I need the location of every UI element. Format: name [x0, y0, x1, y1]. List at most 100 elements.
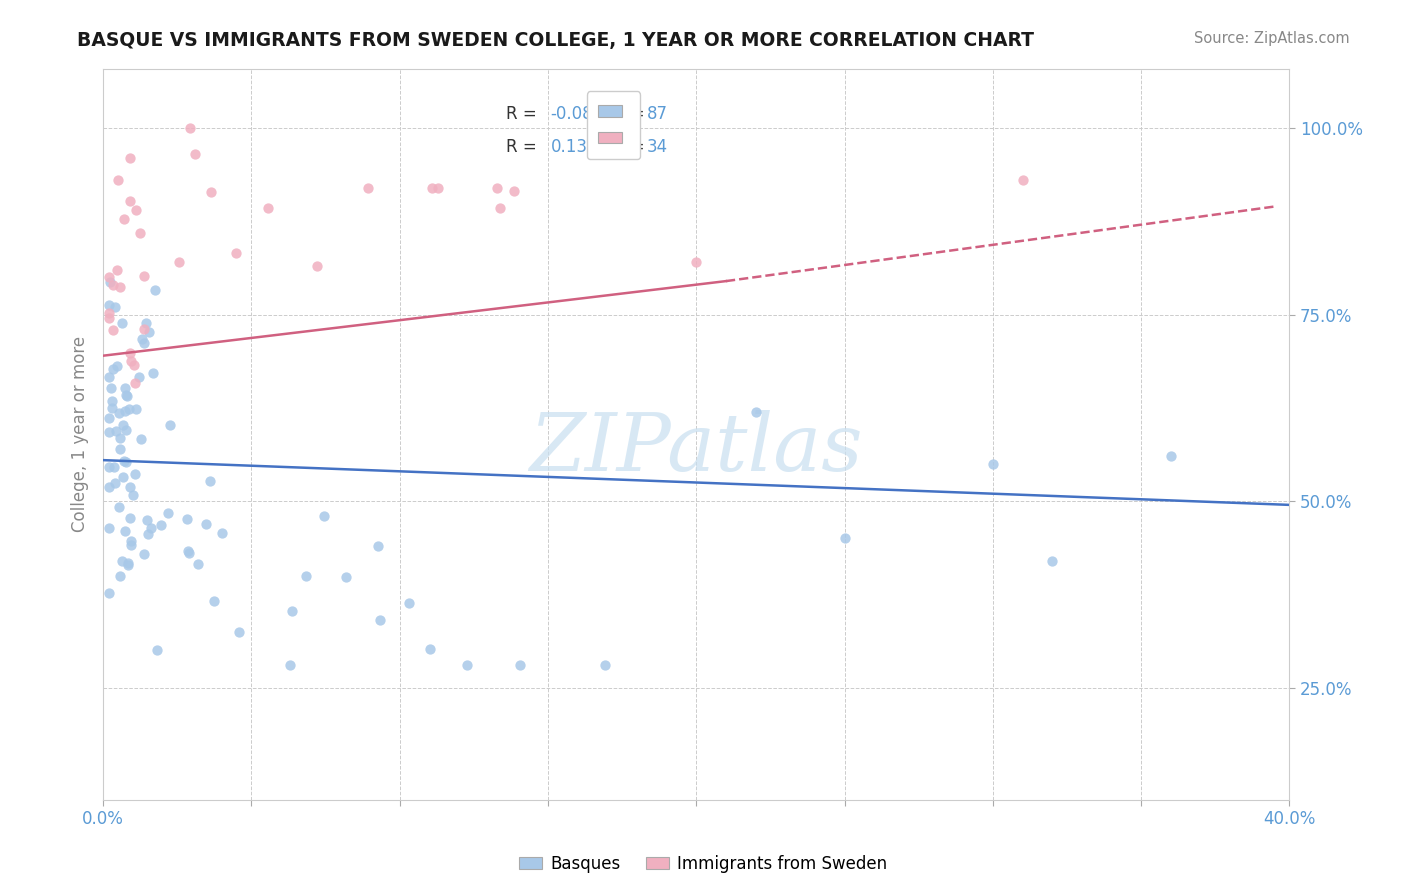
Point — [124, 376, 146, 390]
Text: -0.088: -0.088 — [550, 105, 603, 123]
Point — [335, 570, 357, 584]
Point — [367, 540, 389, 554]
Text: R =: R = — [506, 105, 543, 123]
Point — [195, 516, 218, 531]
Point — [177, 544, 200, 558]
Text: ZIPatlas: ZIPatlas — [530, 410, 863, 487]
Point — [122, 488, 145, 502]
Point — [98, 460, 121, 475]
Point — [125, 202, 148, 217]
Point — [107, 405, 129, 419]
Point — [103, 460, 125, 475]
Point — [100, 401, 122, 415]
Point — [111, 316, 134, 330]
Point — [419, 641, 441, 656]
Point — [98, 370, 121, 384]
Point — [129, 227, 152, 241]
Point — [108, 280, 131, 294]
Point — [1011, 173, 1033, 187]
Point — [98, 270, 121, 285]
Point — [179, 121, 201, 136]
Point — [1160, 450, 1182, 464]
Point — [129, 433, 152, 447]
Legend: Basques, Immigrants from Sweden: Basques, Immigrants from Sweden — [512, 848, 894, 880]
Point — [132, 268, 155, 283]
Point — [228, 624, 250, 639]
Point — [120, 354, 142, 368]
Point — [101, 278, 124, 293]
Point — [456, 658, 478, 673]
Point — [118, 402, 141, 417]
Point — [141, 366, 163, 380]
Point — [125, 402, 148, 417]
Legend: , : , — [586, 92, 640, 159]
Point — [98, 586, 121, 600]
Point — [114, 381, 136, 395]
Point — [98, 521, 121, 535]
Point — [98, 311, 121, 326]
Point — [426, 181, 449, 195]
Point — [509, 658, 531, 673]
Point — [120, 538, 142, 552]
Text: 87: 87 — [647, 105, 668, 123]
Point — [107, 262, 129, 277]
Point — [156, 506, 179, 520]
Point — [368, 613, 391, 627]
Point — [131, 332, 153, 346]
Point — [111, 417, 134, 432]
Point — [685, 255, 707, 269]
Point — [108, 431, 131, 445]
Point — [503, 184, 526, 198]
Point — [98, 410, 121, 425]
Point — [134, 321, 156, 335]
Point — [118, 511, 141, 525]
Point — [98, 425, 121, 439]
Point — [114, 524, 136, 538]
Point — [105, 425, 128, 439]
Point — [115, 455, 138, 469]
Point — [117, 558, 139, 572]
Point — [225, 245, 247, 260]
Point — [489, 201, 512, 215]
Point — [744, 404, 766, 418]
Point — [138, 527, 160, 541]
Point — [104, 476, 127, 491]
Point — [593, 658, 616, 673]
Point — [146, 643, 169, 657]
Text: Source: ZipAtlas.com: Source: ZipAtlas.com — [1194, 31, 1350, 46]
Point — [114, 388, 136, 402]
Text: N =: N = — [613, 138, 650, 156]
Point — [132, 547, 155, 561]
Point — [111, 554, 134, 568]
Point — [108, 500, 131, 515]
Point — [138, 325, 160, 339]
Point — [118, 345, 141, 359]
Point — [128, 370, 150, 384]
Point — [202, 594, 225, 608]
Y-axis label: College, 1 year or more: College, 1 year or more — [72, 336, 89, 533]
Point — [112, 454, 135, 468]
Point — [187, 557, 209, 571]
Point — [136, 513, 159, 527]
Point — [357, 181, 380, 195]
Point — [1040, 554, 1063, 568]
Point — [200, 186, 222, 200]
Point — [118, 194, 141, 209]
Point — [141, 521, 163, 535]
Point — [100, 381, 122, 395]
Text: R =: R = — [506, 138, 543, 156]
Point — [211, 525, 233, 540]
Point — [150, 517, 173, 532]
Point — [307, 259, 329, 273]
Point — [176, 511, 198, 525]
Point — [108, 569, 131, 583]
Point — [198, 474, 221, 488]
Point — [114, 403, 136, 417]
Point — [98, 480, 121, 494]
Point — [120, 533, 142, 548]
Point — [422, 181, 444, 195]
Point — [295, 569, 318, 583]
Point — [256, 201, 278, 215]
Point — [278, 658, 301, 673]
Point — [159, 417, 181, 432]
